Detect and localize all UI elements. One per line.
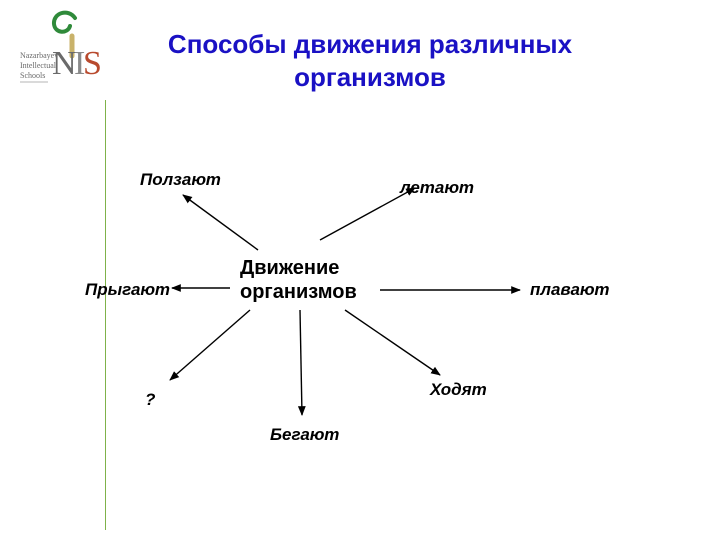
svg-text:Schools: Schools [20, 71, 45, 80]
diagram-node-walk: Ходят [430, 380, 487, 400]
diagram-center: Движение организмов [240, 256, 357, 304]
diagram-node-crawl: Ползают [140, 170, 221, 190]
page-title: Способы движения различных организмов [120, 28, 620, 93]
diagram-node-fly: летают [400, 178, 474, 198]
vertical-divider [105, 100, 106, 530]
svg-text:Nazarbayev: Nazarbayev [20, 51, 58, 60]
school-logo: N I S Nazarbayev Intellectual Schools [20, 10, 115, 95]
svg-text:Intellectual: Intellectual [20, 61, 57, 70]
diagram-node-run: Бегают [270, 425, 339, 445]
diagram-node-jump: Прыгают [85, 280, 170, 300]
svg-text:S: S [83, 45, 102, 82]
diagram-node-unknown: ? [145, 390, 155, 410]
diagram-node-swim: плавают [530, 280, 610, 300]
